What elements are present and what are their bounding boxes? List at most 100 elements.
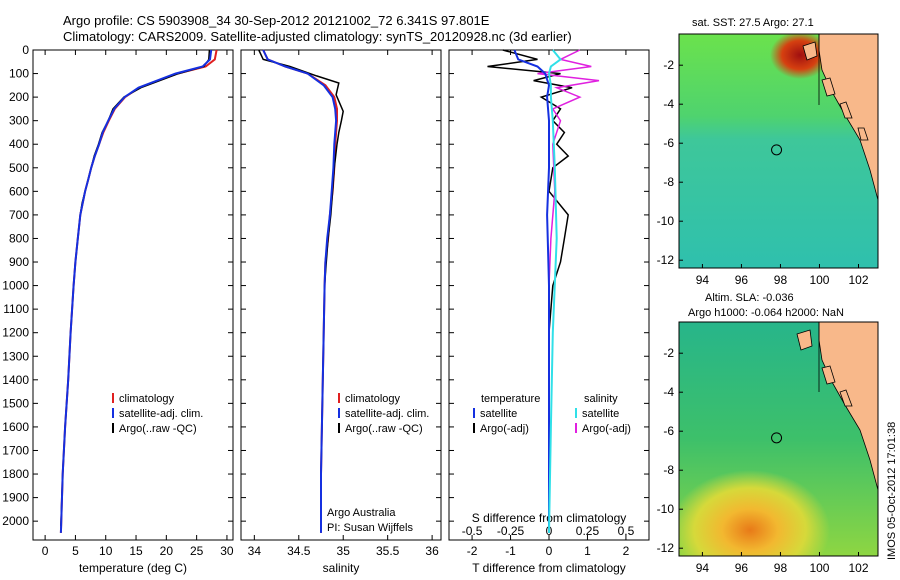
salinity-xtick-label: 34.5 (287, 544, 311, 558)
sla_map-ytick-label: -6 (663, 424, 674, 438)
sla_map-ytick-label: -12 (657, 541, 675, 555)
difference-xtick-label: 1 (584, 544, 591, 558)
difference-x2tick-label: 0.25 (576, 524, 600, 538)
difference-xtick-label: 2 (623, 544, 630, 558)
difference-xtick-label: 0 (546, 544, 553, 558)
sst-map-frame (678, 33, 879, 269)
salinity-argo-line (258, 49, 344, 526)
temperature-xtick-label: 10 (99, 544, 113, 558)
sst_map-ytick-label: -12 (657, 253, 675, 267)
temperature-xtick-label: 30 (220, 544, 234, 558)
temperature-xtick-label: 20 (160, 544, 174, 558)
salinity-xtick-label: 36 (425, 544, 439, 558)
temperature-xtick-label: 5 (72, 544, 79, 558)
sst_map-ytick-label: -2 (663, 58, 674, 72)
sla-island-3 (839, 389, 853, 407)
temperature-xtick-label: 15 (129, 544, 143, 558)
temperature-xtick-label: 25 (190, 544, 204, 558)
sla-map-title-1: Altim. SLA: -0.036 (705, 292, 794, 304)
sst-island-4 (857, 127, 869, 141)
temperature-ytick-label: 1200 (2, 326, 29, 340)
temperature-ytick-label: 1100 (3, 302, 29, 316)
salinity-legend-label: satellite-adj. clim. (345, 408, 429, 420)
salinity-climatology-line (262, 49, 338, 533)
temperature-xtick-label: 0 (42, 544, 49, 558)
temperature-argo-line (60, 49, 211, 526)
temperature-ytick-label: 300 (9, 114, 29, 128)
salinity-legend-label: climatology (345, 393, 401, 405)
difference-legend-t-title: temperature (481, 393, 540, 405)
temperature-ytick-label: 1000 (2, 279, 29, 293)
sla-map-frame (678, 321, 879, 557)
sla_map-xtick-label: 102 (848, 561, 868, 575)
sla_map-xtick-label: 96 (735, 561, 749, 575)
sla_map-xtick-label: 98 (774, 561, 788, 575)
sst_map-ytick-label: -8 (663, 175, 674, 189)
difference-legend-t-label: Argo(-adj) (480, 423, 529, 435)
sst-island-1 (802, 41, 818, 61)
temperature-ytick-label: 1900 (2, 491, 29, 505)
salinity-xtick-label: 34 (248, 544, 262, 558)
sla_map-ytick-label: -10 (657, 502, 675, 516)
salinity-panel: 34 34.5 35 35.5 36 salinity climatology satelli… (240, 49, 442, 575)
sla-argo-marker (771, 432, 783, 444)
difference-s-satellite-line (547, 49, 562, 533)
sla-high-patch (679, 470, 830, 556)
difference-panel: -2 -1 0 1 2 T difference from climatology -0.5… (448, 49, 650, 575)
temperature-legend-label: Argo(..raw -QC) (119, 423, 197, 435)
temperature-climatology-line (59, 49, 218, 533)
temperature-legend-label: satellite-adj. clim. (119, 408, 203, 420)
temperature-ytick-label: 600 (9, 184, 29, 198)
sst-map-axes: 94 96 98 100 102 -2 -4 -6 -8 -10 -12 (657, 58, 869, 287)
temperature-ytick-label: 100 (9, 67, 29, 81)
sst-map-title: sat. SST: 27.5 Argo: 27.1 (692, 17, 814, 29)
difference-xtick-label: -1 (505, 544, 516, 558)
difference-legend-s-label: Argo(-adj) (582, 423, 631, 435)
temperature-ytick-label: 1600 (2, 420, 29, 434)
temperature-ytick-label: 900 (9, 255, 29, 269)
sst_map-xtick-label: 94 (696, 273, 710, 287)
sla-island-2 (821, 365, 836, 385)
temperature-ytick-label: 400 (9, 137, 29, 151)
temperature-frame (32, 49, 234, 541)
temperature-ytick-label: 1400 (2, 373, 29, 387)
temperature-ytick-label: 1800 (2, 467, 29, 481)
temperature-ytick-label: 200 (9, 90, 29, 104)
difference-x2tick-label: -0.25 (497, 524, 525, 538)
difference-s-argo-line (537, 49, 600, 526)
salinity-annotation-1: Argo Australia (327, 507, 396, 519)
sst-map: sat. SST: 27.5 Argo: 27.1 94 96 98 100 102 -2… (657, 17, 879, 287)
salinity-xlabel: salinity (323, 561, 360, 575)
difference-xtick-label: -2 (467, 544, 478, 558)
difference-xlabel: T difference from climatology (472, 561, 626, 575)
sla-map-axes: 94 96 98 100 102 -2 -4 -6 -8 -10 -12 (657, 346, 869, 575)
difference-t-satellite-line (513, 49, 551, 533)
salinity-xtick-label: 35.5 (376, 544, 400, 558)
difference-legend-s-title: salinity (584, 393, 618, 405)
difference-legend-s-label: satellite (582, 408, 619, 420)
salinity-satellite-line (262, 49, 338, 533)
temperature-ytick-label: 1700 (2, 443, 29, 457)
sst_map-xtick-label: 96 (735, 273, 749, 287)
sla_map-ytick-label: -8 (663, 463, 674, 477)
imos-stamp: IMOS 05-Oct-2012 17:01:38 (886, 422, 898, 560)
sla_map-xtick-label: 100 (809, 561, 829, 575)
salinity-legend-label: Argo(..raw -QC) (345, 423, 423, 435)
temperature-ytick-label: 0 (22, 43, 29, 57)
temperature-ytick-label: 1500 (2, 396, 29, 410)
sst_map-ytick-label: -6 (663, 136, 674, 150)
sla_map-ytick-label: -2 (663, 346, 674, 360)
temperature-xlabel: temperature (deg C) (79, 561, 187, 575)
salinity-annotation-2: PI: Susan Wijffels (327, 522, 413, 534)
sst_map-ytick-label: -10 (657, 214, 675, 228)
temperature-panel: 0 5 10 15 20 25 300100200300400500600700800900… (2, 43, 234, 575)
difference-legend-t-label: satellite (480, 408, 517, 420)
difference-x2tick-label: 0.5 (618, 524, 635, 538)
temperature-satellite-line (59, 49, 213, 533)
difference-t-argo-line (487, 49, 573, 526)
sst_map-xtick-label: 98 (774, 273, 788, 287)
salinity-xtick-label: 35 (337, 544, 351, 558)
temperature-ytick-label: 700 (9, 208, 29, 222)
sst_map-ytick-label: -4 (663, 97, 674, 111)
